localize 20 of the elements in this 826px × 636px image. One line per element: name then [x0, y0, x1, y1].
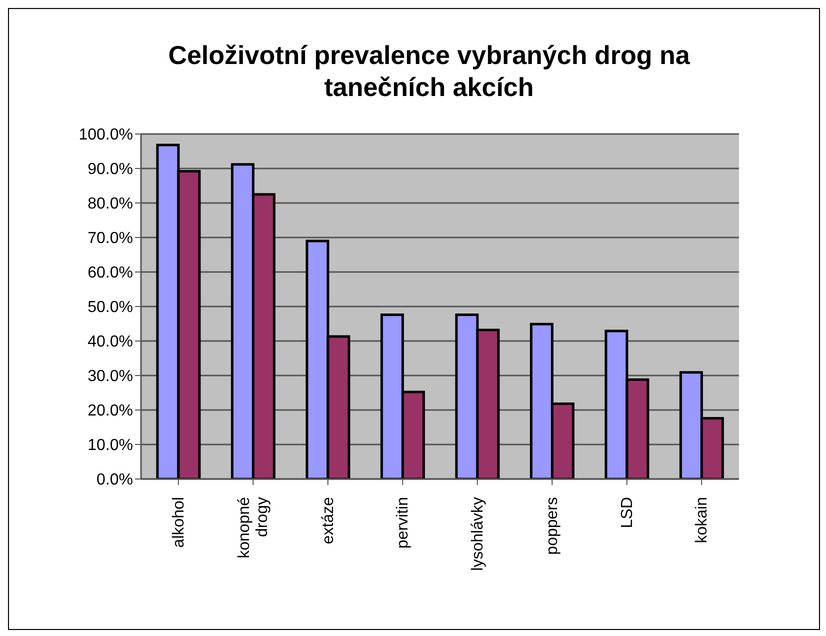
- x-tick-label: alkohol: [170, 497, 188, 548]
- x-tick-label: poppers: [544, 497, 562, 555]
- y-tick-label: 10.0%: [88, 437, 133, 454]
- y-tick-label: 0.0%: [96, 472, 133, 489]
- chart-title: Celoživotní prevalence vybraných drog na tanečních akcích: [167, 39, 691, 103]
- y-tick-label: 70.0%: [88, 230, 133, 248]
- x-tick-label: extáze: [320, 496, 337, 544]
- y-tick-label: 100.0%: [78, 126, 133, 144]
- x-tick-label: LSD: [618, 497, 636, 528]
- y-tick-label: 80.0%: [88, 196, 133, 213]
- y-tick-label: 90.0%: [88, 161, 133, 178]
- y-tick-label: 30.0%: [88, 368, 133, 386]
- x-tick-label: konopné drogy: [236, 496, 272, 558]
- y-tick-label: 40.0%: [88, 334, 133, 351]
- y-tick-label: 60.0%: [88, 264, 133, 282]
- y-tick-label: 50.0%: [88, 299, 133, 316]
- y-tick-label: 20.0%: [88, 402, 133, 420]
- x-tick-label: pervitin: [394, 497, 412, 549]
- x-tick-label: lysohlávky: [469, 497, 486, 571]
- x-tick-label: kokain: [694, 497, 711, 544]
